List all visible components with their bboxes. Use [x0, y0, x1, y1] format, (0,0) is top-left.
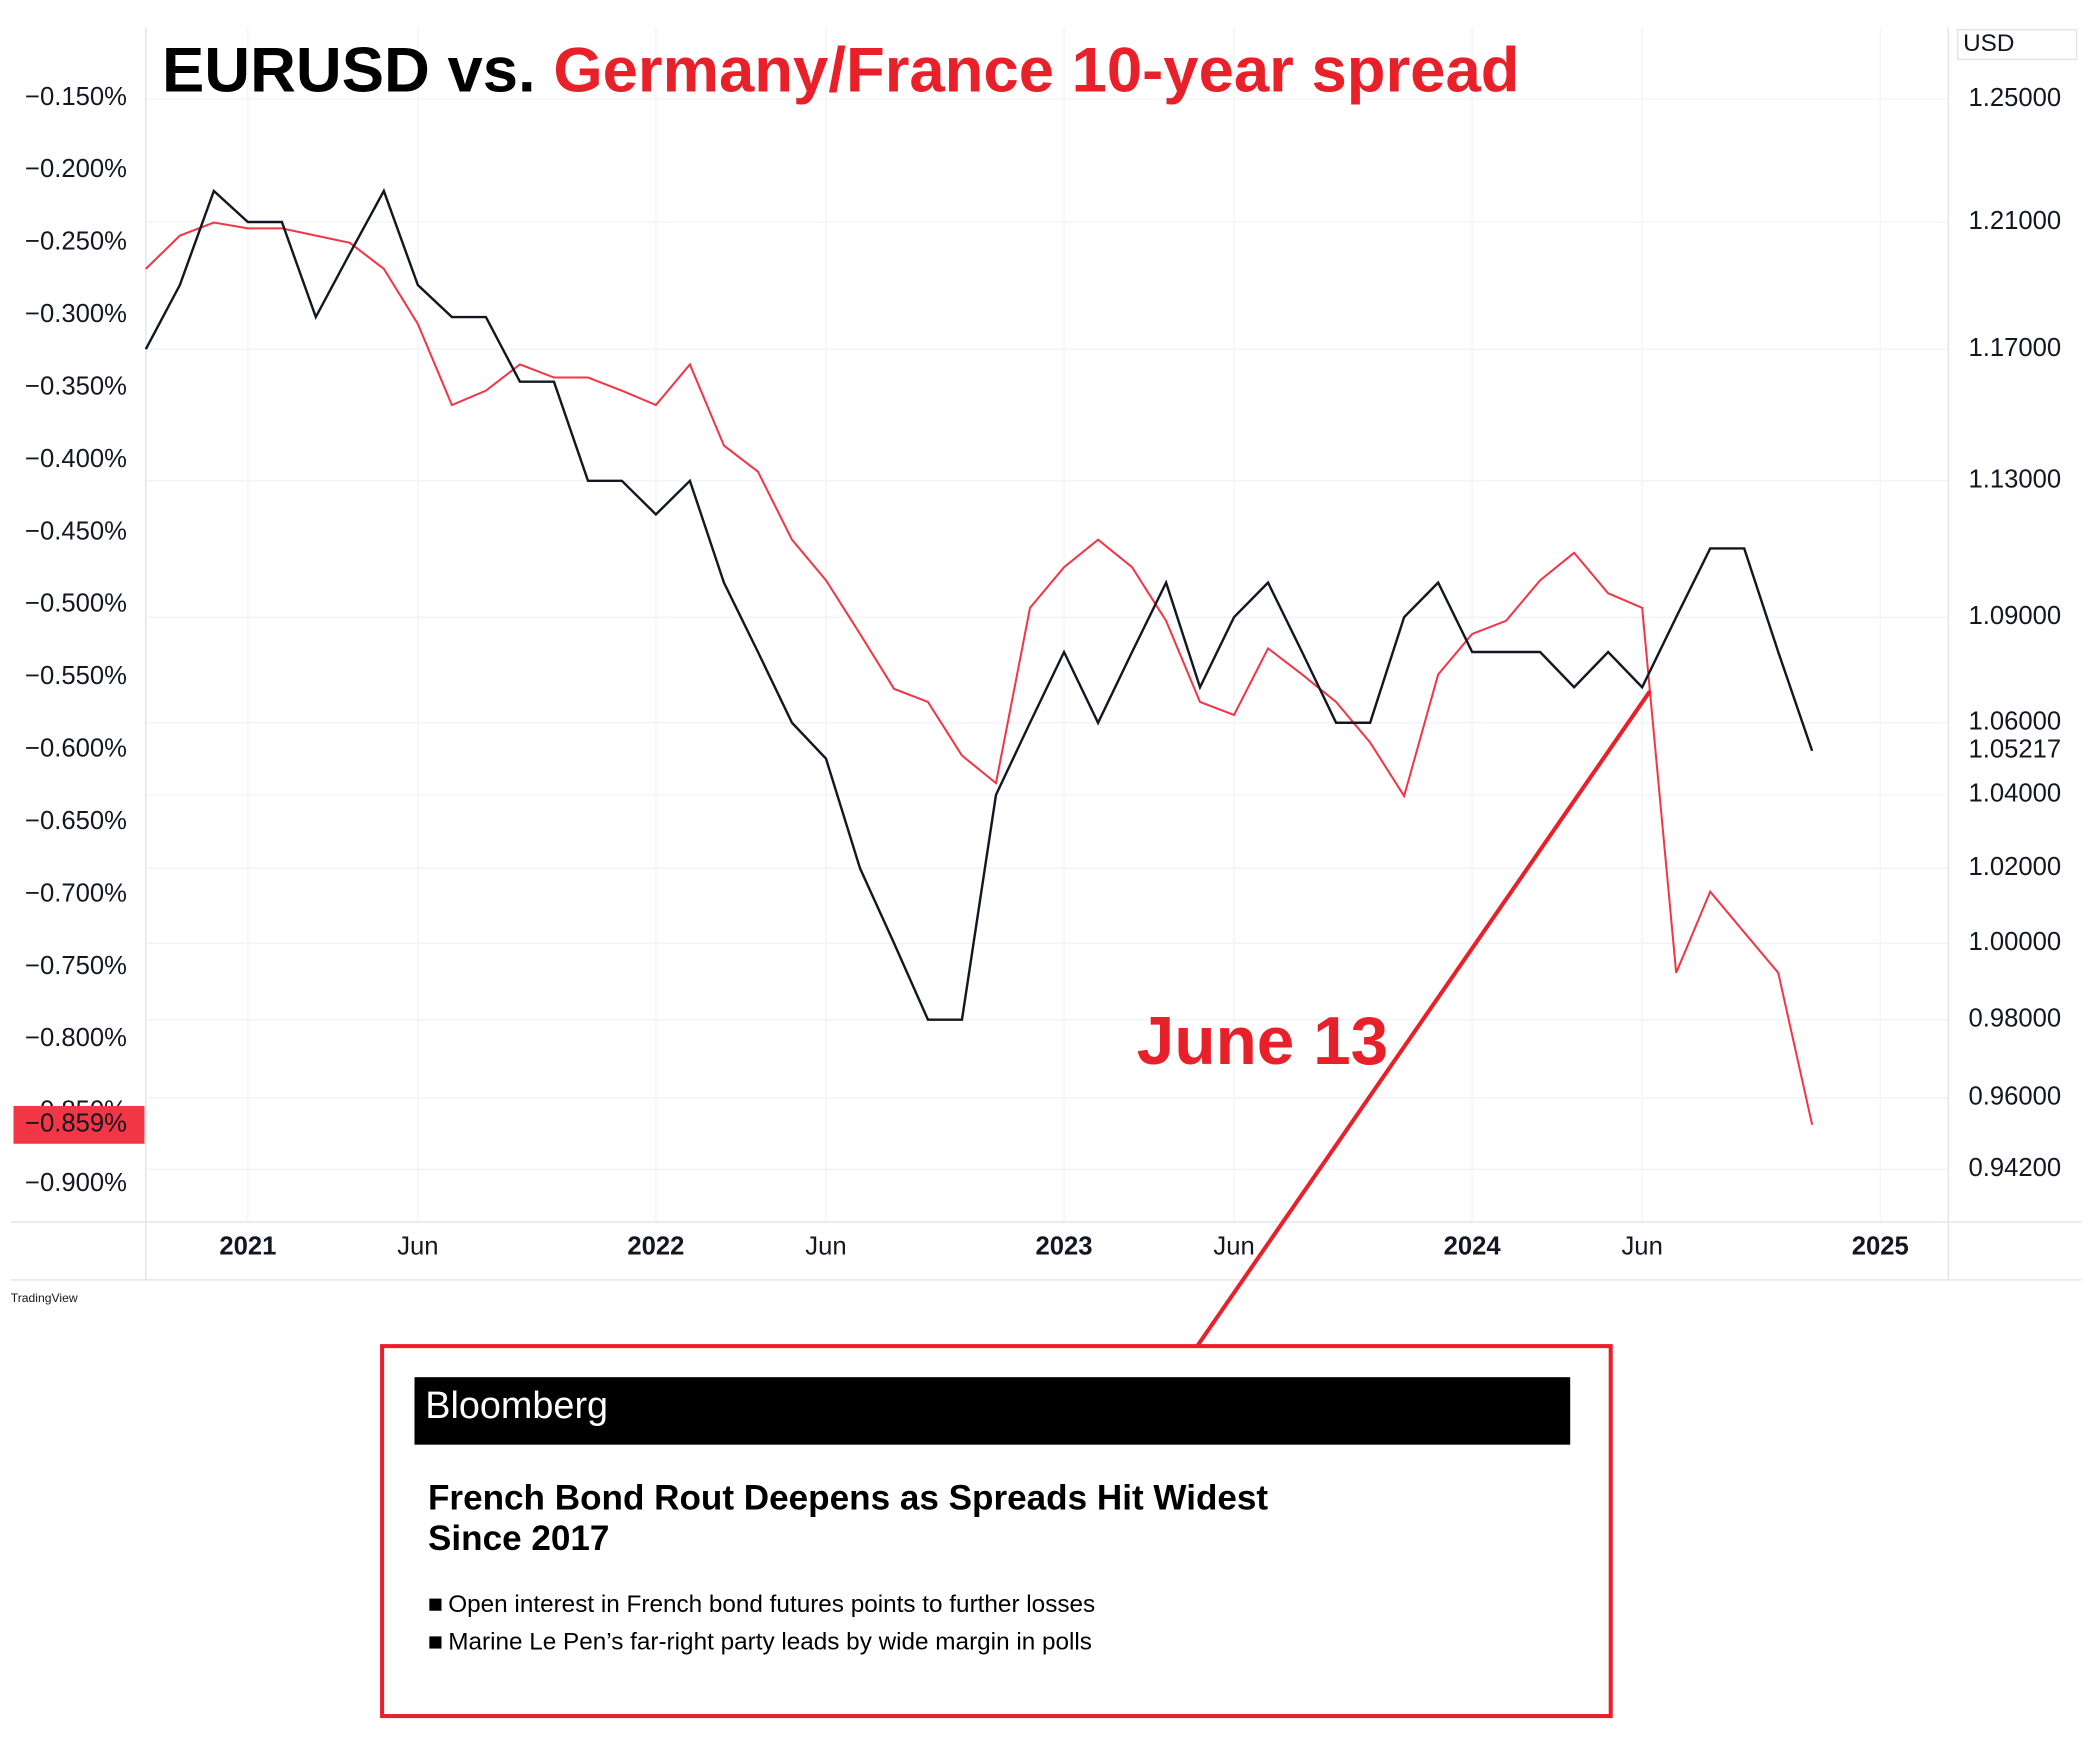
series-line: [145, 221, 1814, 1126]
plot-area: [144, 187, 1814, 1126]
y-tick-label: −0.400%: [25, 445, 127, 473]
bullet-icon: [429, 1636, 442, 1649]
y-tick-label: −0.300%: [25, 300, 127, 328]
x-tick-label: Jun: [1621, 1232, 1662, 1260]
y2-tick-label: 1.04000: [1968, 780, 2061, 808]
title-highlight: Germany/France 10-year spread: [553, 35, 1519, 105]
article-bullet: Marine Le Pen’s far-right party leads by…: [448, 1629, 1092, 1656]
article-bullet: Open interest in French bond futures poi…: [448, 1591, 1095, 1618]
bullet-icon: [429, 1598, 442, 1611]
x-tick-label: 2024: [1444, 1232, 1502, 1260]
y-tick-label: −0.200%: [25, 155, 127, 183]
y-tick-label: −0.350%: [25, 372, 127, 400]
y-tick-label: −0.500%: [25, 590, 127, 618]
chart-title: EURUSD vs. Germany/France 10-year spread: [162, 35, 1520, 105]
series-line: [144, 187, 1814, 1021]
article-headline: Since 2017: [428, 1519, 609, 1558]
x-tick-label: 2023: [1036, 1232, 1093, 1260]
y2-axis-label: USD: [1963, 30, 2014, 57]
x-tick-label: 2021: [219, 1232, 276, 1260]
x-tick-label: 2022: [627, 1232, 684, 1260]
y-tick-label: −0.800%: [25, 1024, 127, 1052]
article-header: [414, 1377, 1571, 1445]
last-value-box: [13, 1105, 145, 1144]
y2-tick-label: 0.96000: [1968, 1082, 2061, 1110]
x-tick-label: 2025: [1852, 1232, 1909, 1260]
y2-tick-label: 1.13000: [1968, 466, 2061, 494]
annotation-arrow: [1194, 690, 1652, 1349]
y2-tick-label: 0.94200: [1968, 1154, 2061, 1182]
y2-tick-label: 1.09000: [1968, 602, 2061, 630]
y-tick-label: −0.450%: [25, 517, 127, 545]
y-tick-label: −0.600%: [25, 735, 127, 763]
y2-tick-label: 0.98000: [1968, 1004, 2061, 1032]
watermark: TradingView: [11, 1291, 78, 1305]
x-tick-label: Jun: [805, 1232, 846, 1260]
y-tick-label: −0.550%: [25, 662, 127, 690]
last-value-label: 1.05217: [1968, 736, 2061, 764]
y-tick-label: −0.900%: [25, 1169, 127, 1197]
currency-box: [1957, 29, 2078, 61]
y-tick-label: −0.150%: [25, 83, 127, 111]
y2-tick-label: 1.21000: [1968, 207, 2061, 235]
y-tick-label: −0.650%: [25, 807, 127, 835]
title-part: EURUSD vs.: [162, 35, 536, 105]
y2-tick-label: 1.00000: [1968, 928, 2061, 956]
y2-tick-label: 1.17000: [1968, 334, 2061, 362]
last-value-label: −0.859%: [25, 1110, 127, 1138]
y-tick-label: −0.750%: [25, 952, 127, 980]
x-tick-label: Jun: [397, 1232, 438, 1260]
article-headline: French Bond Rout Deepens as Spreads Hit …: [428, 1478, 1268, 1517]
article-source: Bloomberg: [425, 1385, 608, 1427]
y2-tick-label: 1.06000: [1968, 708, 2061, 736]
y-tick-label: −0.700%: [25, 879, 127, 907]
annotation: June 13: [1137, 1004, 1388, 1079]
y2-tick-label: 1.25000: [1968, 84, 2061, 112]
y-tick-label: −0.250%: [25, 228, 127, 256]
x-tick-label: Jun: [1213, 1232, 1254, 1260]
grid: [145, 27, 1949, 1222]
y2-tick-label: 1.02000: [1968, 853, 2061, 881]
